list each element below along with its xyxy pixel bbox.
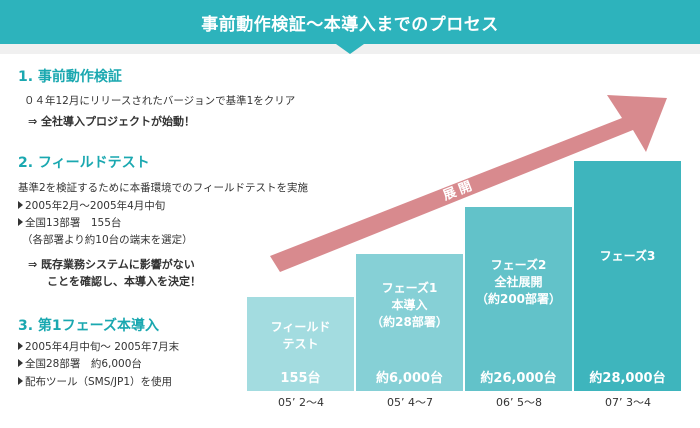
step3-bullet-2: 全国28部署 約6,000台 <box>18 356 142 371</box>
bar-phase3: フェーズ3 約28,000台 <box>574 161 681 391</box>
bar-count: 約6,000台 <box>375 371 444 386</box>
step2-result-line2: ことを確認し、本導入を決定！ <box>47 275 201 288</box>
period-label-2: 05’ 4〜7 <box>387 396 433 409</box>
period-label-4: 07’ 3〜4 <box>605 396 651 409</box>
step2-result-line1: ⇒ 既存業務システムに影響がない <box>28 258 195 271</box>
period-label-1: 05’ 2〜4 <box>278 396 324 409</box>
growth-arrow-shape <box>270 95 667 272</box>
header-bar: 事前動作検証〜本導入までのプロセス <box>0 0 700 44</box>
bar-count: 約28,000台 <box>589 371 666 386</box>
bar-label: フェーズ3 <box>599 249 656 263</box>
step3-bullet-1: 2005年4月中旬〜 2005年7月末 <box>18 339 179 354</box>
step2-bullet-1: 2005年2月〜2005年4月中旬 <box>18 198 165 213</box>
step2-bullet-2: 全国13部署 155台 <box>18 215 121 230</box>
bar-label: フェーズ2 全社展開 （約200部署） <box>475 258 562 306</box>
step3-title: 3. 第1フェーズ本導入 <box>18 318 159 334</box>
step1-result: ⇒ 全社導入プロジェクトが始動！ <box>28 115 196 128</box>
step3-bullet-3: 配布ツール（SMS/JP1）を使用 <box>18 374 172 389</box>
header-pointer <box>336 44 364 54</box>
step1-title: 1. 事前動作検証 <box>18 69 122 85</box>
bar-phase2: フェーズ2 全社展開 （約200部署） 約26,000台 <box>465 207 572 391</box>
period-label-3: 06’ 5〜8 <box>496 396 542 409</box>
step2-title: 2. フィールドテスト <box>18 155 150 171</box>
bar-count: 約26,000台 <box>480 371 557 386</box>
step2-desc: 基準2を検証するために本番環境でのフィールドテストを実施 <box>18 182 308 194</box>
step1-desc: ０４年12月にリリースされたバージョンで基準1をクリア <box>24 95 296 107</box>
page-title: 事前動作検証〜本導入までのプロセス <box>201 14 499 35</box>
step2-note: （各部署より約10台の端末を選定） <box>22 234 193 246</box>
bar-phase1: フェーズ1 本導入 （約28部署） 約6,000台 <box>356 254 463 391</box>
bar-label: フェーズ1 本導入 （約28部署） <box>371 281 448 329</box>
bar-label: フィールド テスト <box>270 320 331 351</box>
bar-count: 155台 <box>280 371 321 386</box>
bar-field-test: フィールド テスト 155台 <box>247 297 354 391</box>
